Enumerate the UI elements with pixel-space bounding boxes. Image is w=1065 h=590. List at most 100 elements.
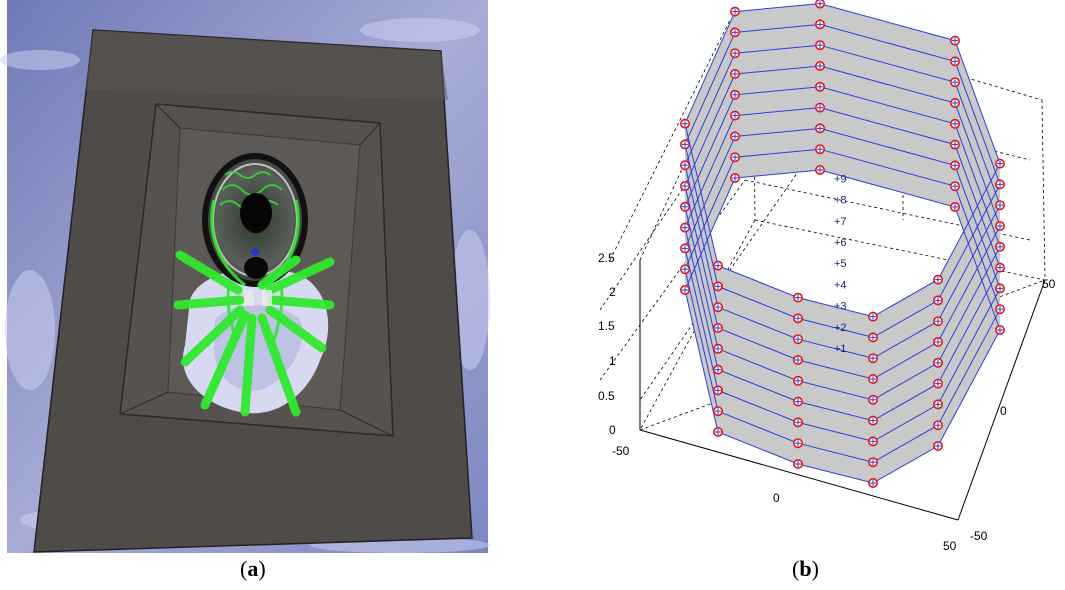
marker-r3-5 [949, 160, 960, 171]
ring-stack [679, 0, 1005, 488]
marker-r5-5 [949, 118, 960, 129]
ring-7 [684, 44, 1001, 359]
marker-r4-7 [729, 110, 740, 121]
marker-r2-1 [792, 438, 803, 449]
marker-r4-8 [679, 222, 690, 233]
marker-r9-0 [712, 260, 723, 271]
marker-r1-1 [792, 458, 803, 469]
marker-r2-2 [867, 457, 878, 468]
y-tick-50: 50 [1042, 277, 1056, 291]
z-tick-0.5: 0.5 [598, 389, 615, 403]
marker-r4-4 [994, 262, 1005, 273]
panel-b-plot: +1 +2 +3 +4 +5 +6 +7 +8 +9 0 0.5 1 1.5 2 2.5 -50… [520, 0, 1065, 590]
marker-r7-5 [949, 77, 960, 88]
ring-6 [684, 65, 1001, 380]
level-label-4: +4 [834, 279, 847, 291]
marker-r1-6 [814, 165, 825, 176]
marker-r5-4 [994, 241, 1005, 252]
marker-r6-4 [994, 221, 1005, 232]
marker-r7-7 [729, 48, 740, 59]
marker-r9-1 [792, 292, 803, 303]
marker-r5-8 [679, 201, 690, 212]
z-tick-1.5: 1.5 [598, 319, 615, 333]
marker-r7-8 [679, 160, 690, 171]
level-label-9: +9 [834, 173, 847, 185]
marker-r3-7 [729, 131, 740, 142]
marker-r1-0 [712, 426, 723, 437]
marker-r1-2 [867, 477, 878, 488]
marker-r8-1 [792, 313, 803, 324]
marker-r2-3 [932, 420, 943, 431]
marker-r3-0 [712, 385, 723, 396]
z-tick-1: 1 [609, 354, 616, 368]
marker-r6-7 [729, 69, 740, 80]
marker-r3-1 [792, 417, 803, 428]
marker-r3-4 [994, 283, 1005, 294]
marker-r5-3 [932, 357, 943, 368]
marker-r2-5 [949, 181, 960, 192]
portal-lower-hole [244, 257, 268, 279]
x-tick-neg50: -50 [612, 444, 630, 458]
marker-r8-4 [994, 179, 1005, 190]
marker-r9-8 [679, 118, 690, 129]
marker-r4-0 [712, 364, 723, 375]
marker-r1-7 [729, 173, 740, 184]
marker-r3-3 [932, 399, 943, 410]
ring-plot: +1 +2 +3 +4 +5 +6 +7 +8 +9 0 0.5 1 1.5 2 2.5 -50… [598, 0, 1056, 553]
marker-r9-4 [994, 158, 1005, 169]
y-tick-neg50: -50 [970, 529, 988, 543]
marker-r7-0 [712, 302, 723, 313]
caption-b: (b) [792, 556, 819, 581]
marker-r9-2 [867, 311, 878, 322]
level-label-7: +7 [834, 216, 847, 228]
ring-5 [684, 86, 1001, 401]
marker-r5-2 [867, 394, 878, 405]
marker-r4-6 [814, 102, 825, 113]
floor-slab-shade [85, 30, 448, 100]
marker-r4-2 [867, 415, 878, 426]
marker-r5-7 [729, 89, 740, 100]
marker-r3-8 [679, 243, 690, 254]
x-tick-50: 50 [943, 539, 957, 553]
marker-r4-1 [792, 396, 803, 407]
plot-axes [639, 260, 1046, 521]
marker-r9-6 [815, 0, 825, 9]
level-label-8: +8 [834, 195, 847, 207]
marker-r1-5 [949, 202, 960, 213]
marker-r6-3 [932, 336, 943, 347]
marker-r5-6 [814, 81, 825, 92]
level-labels: +1 +2 +3 +4 +5 +6 +7 +8 +9 [834, 173, 847, 355]
marker-r2-7 [729, 152, 740, 163]
marker-r7-3 [932, 316, 943, 327]
caption-b-letter: b [799, 556, 812, 581]
marker-r2-4 [994, 304, 1005, 315]
caption-a-letter: a [247, 556, 259, 581]
marker-r3-2 [867, 436, 878, 447]
render-svg [0, 0, 490, 553]
marker-r8-8 [679, 139, 690, 150]
marker-r8-0 [712, 281, 723, 292]
back-band [685, 3, 1000, 330]
marker-r7-6 [814, 40, 825, 51]
marker-r6-2 [867, 373, 878, 384]
portal-dark-hole [240, 193, 272, 233]
marker-r8-7 [729, 27, 740, 38]
marker-r9-5 [949, 35, 960, 46]
level-label-1: +1 [834, 343, 847, 355]
ring-9 [684, 3, 1001, 318]
z-tick-0: 0 [609, 423, 616, 437]
marker-r1-3 [932, 440, 943, 451]
marker-r5-0 [712, 343, 723, 354]
marker-r2-0 [712, 406, 723, 417]
caption-a: (a) [240, 556, 266, 581]
level-label-3: +3 [834, 301, 847, 313]
marker-r8-2 [867, 332, 878, 343]
panel-a-render [0, 0, 495, 590]
level-label-5: +5 [834, 258, 847, 270]
z-tick-2.5: 2.5 [598, 251, 615, 265]
marker-r7-2 [867, 353, 878, 364]
marker-r1-4 [994, 324, 1005, 335]
marker-r6-6 [814, 60, 825, 71]
marker-r4-3 [932, 378, 943, 389]
marker-r6-1 [792, 354, 803, 365]
